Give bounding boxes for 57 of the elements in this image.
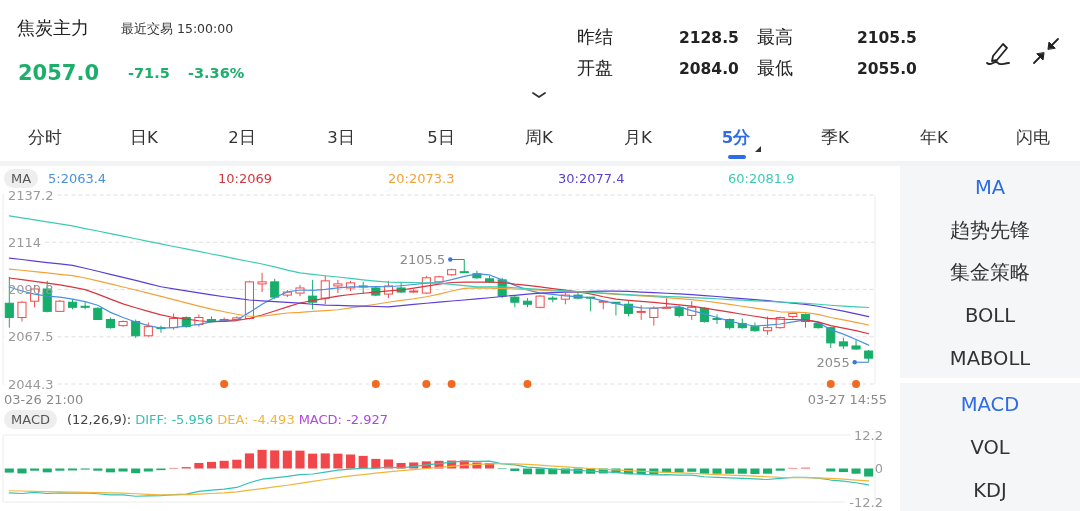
legend-title: MA bbox=[11, 171, 32, 186]
text: 月K bbox=[624, 128, 654, 147]
legend-title: MACD bbox=[11, 412, 50, 427]
text: -71.5 bbox=[128, 65, 170, 81]
text: 5分 bbox=[721, 128, 752, 147]
legend-title: MACD bbox=[4, 410, 57, 429]
text: 年K bbox=[920, 128, 950, 147]
text: KDJ bbox=[973, 479, 1007, 502]
y-tick-label: 2137.2 bbox=[8, 187, 54, 203]
text: 2057.0 bbox=[18, 61, 100, 85]
text: 03-27 14:55 bbox=[807, 392, 887, 407]
text: 5:2063.4 bbox=[48, 171, 107, 186]
text: 3日 bbox=[327, 128, 355, 147]
y-tick-label: 12.2 bbox=[854, 427, 883, 443]
y-tick-label: 2044.3 bbox=[8, 376, 54, 392]
y-tick-label: 2114 bbox=[8, 234, 42, 250]
text: BOLL bbox=[964, 304, 1016, 327]
text: 日K bbox=[130, 128, 160, 147]
text: 昨结 bbox=[577, 27, 613, 47]
text: 2055.0 bbox=[857, 60, 918, 78]
y-tick-label: 2067.5 bbox=[8, 329, 54, 345]
text: DIFF: -5.956 bbox=[135, 412, 214, 427]
y-tick-label: 0 bbox=[874, 461, 883, 477]
text: 2日 bbox=[228, 128, 256, 147]
text: 周K bbox=[525, 128, 555, 147]
y-tick-label: -12.2 bbox=[849, 494, 883, 510]
text: 2128.5 bbox=[679, 29, 739, 47]
text: -3.36% bbox=[188, 65, 245, 81]
text: 10:2069 bbox=[218, 171, 273, 186]
text: 5日 bbox=[427, 128, 455, 147]
text: 闪电 bbox=[1016, 128, 1050, 147]
text: VOL bbox=[970, 436, 1010, 459]
text: 30:2077.4 bbox=[558, 171, 625, 186]
text: DEA: -4.493 bbox=[217, 412, 295, 427]
text: MA bbox=[974, 176, 1006, 199]
legend-title: MA bbox=[4, 169, 39, 188]
text: 集金策略 bbox=[950, 261, 1030, 284]
text: 开盘 bbox=[577, 58, 613, 78]
text: MABOLL bbox=[949, 347, 1031, 370]
text: 趋势先锋 bbox=[950, 219, 1030, 242]
text: 焦炭主力 bbox=[17, 17, 89, 38]
text: 03-26 21:00 bbox=[4, 392, 84, 407]
text: 最高 bbox=[757, 27, 793, 47]
text: 2105.5 bbox=[857, 29, 917, 47]
text: 最近交易 15:00:00 bbox=[121, 21, 234, 36]
annotation: 2105.5 bbox=[399, 251, 446, 267]
annotation: 2055 bbox=[816, 354, 850, 370]
text: 60:2081.9 bbox=[728, 171, 795, 186]
annotation: 2105.5 bbox=[399, 252, 465, 267]
text: 季K bbox=[821, 128, 851, 147]
text: 最低 bbox=[757, 58, 793, 78]
text: 分时 bbox=[28, 128, 62, 147]
text: 2084.0 bbox=[679, 60, 740, 78]
text: (12,26,9): bbox=[66, 412, 132, 427]
text: MACD bbox=[960, 393, 1020, 416]
text: 20:2073.3 bbox=[388, 171, 455, 186]
annotation: 2055 bbox=[816, 354, 870, 370]
